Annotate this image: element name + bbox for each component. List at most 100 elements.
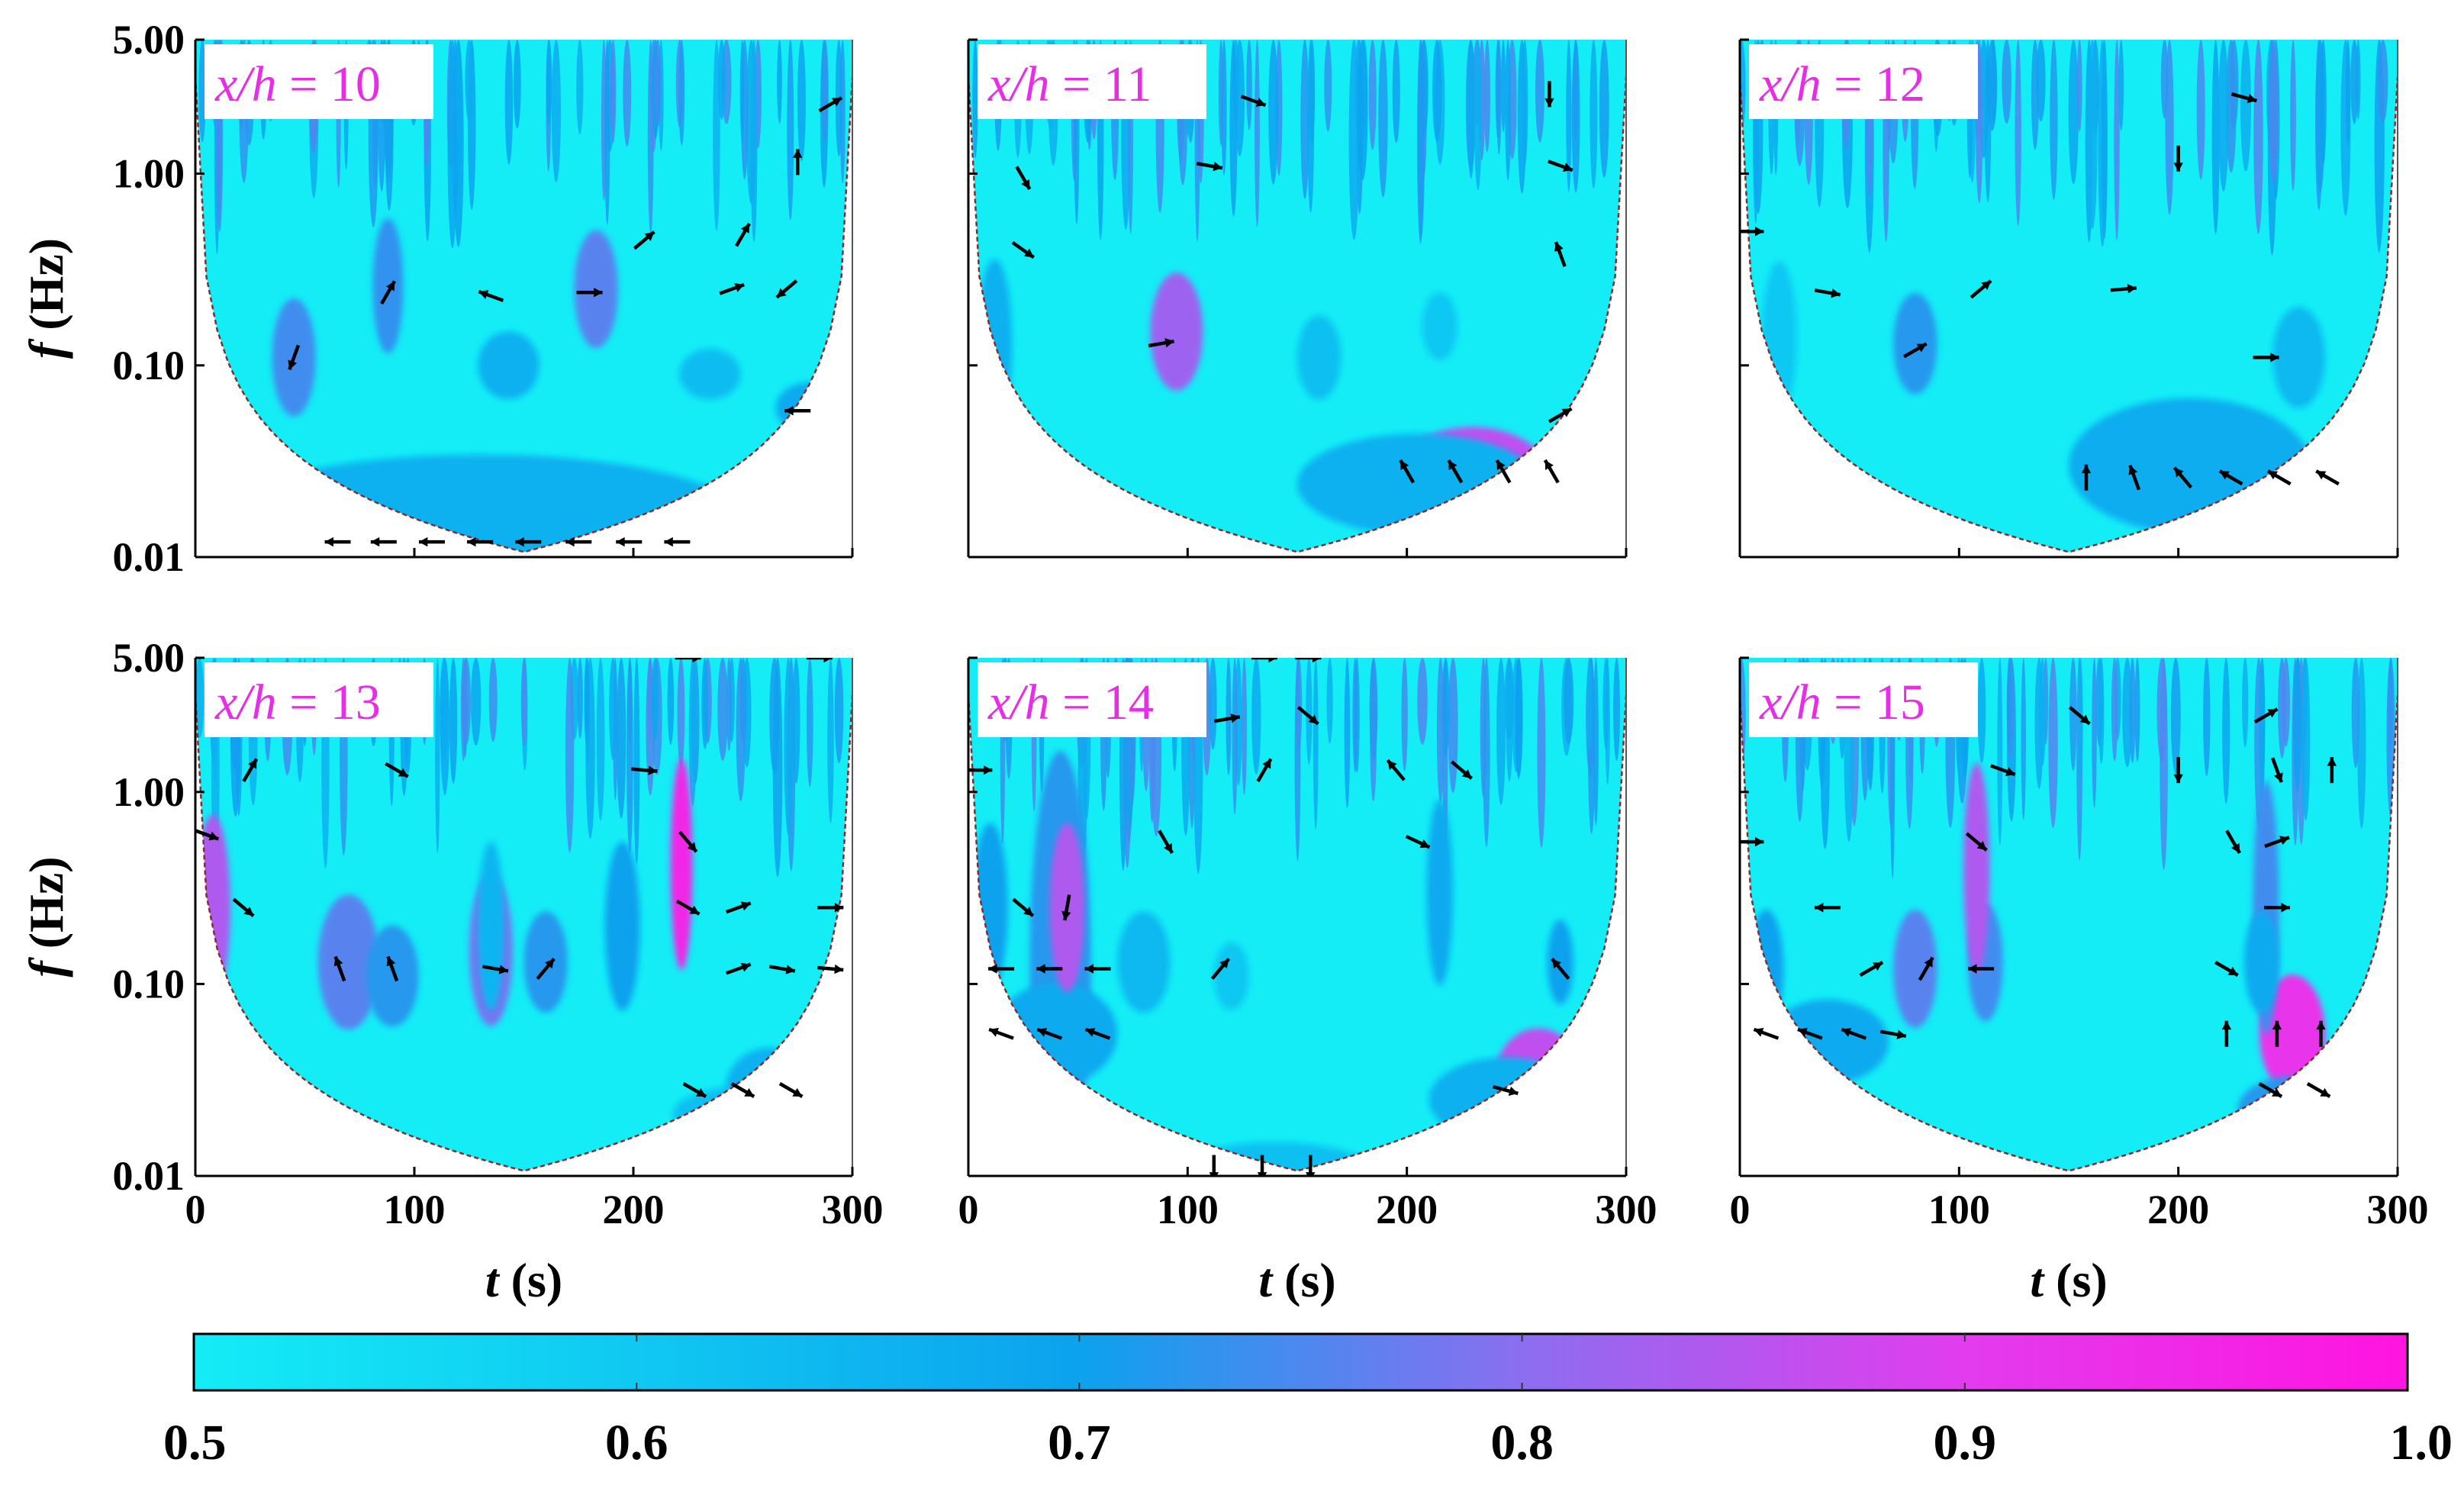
hf-streak: [504, 40, 514, 165]
hf-streak: [2211, 40, 2220, 235]
phase-arrow: [565, 536, 592, 547]
phase-arrow: [2173, 145, 2183, 172]
phase-arrow: [386, 955, 399, 982]
panel-1: 5.00 1.00 0.10 0.01 f (Hz) x/h = 10: [19, 17, 854, 580]
phase-arrow: [385, 762, 409, 778]
hf-streak: [2076, 40, 2082, 132]
hf-streak: [677, 658, 685, 769]
phase-arrow: [418, 536, 445, 547]
phase-arrow: [1405, 834, 1431, 849]
phase-arrow: [1296, 706, 1319, 726]
hf-streak: [198, 40, 206, 143]
phase-arrow: [2214, 961, 2239, 977]
hf-streak: [654, 40, 662, 127]
phase-arrow: [195, 829, 220, 841]
hf-streak: [609, 658, 617, 761]
phase-arrow: [726, 901, 752, 914]
hf-streak: [717, 658, 728, 761]
hf-streak: [1226, 658, 1232, 775]
phase-arrow: [2271, 757, 2283, 783]
panel-tag-var: x/h: [987, 56, 1050, 112]
hf-streak: [797, 40, 806, 162]
phase-arrow: [678, 830, 698, 853]
hf-streak: [1613, 658, 1620, 762]
phase-arrow: [1548, 407, 1573, 424]
hf-streak: [784, 658, 793, 836]
x-axis-var: t: [485, 1253, 501, 1307]
hf-streak: [1242, 658, 1248, 795]
phase-arrow: [1965, 832, 1988, 852]
hf-streak: [1586, 658, 1593, 750]
phase-arrow: [769, 965, 796, 974]
hf-streak: [2048, 658, 2058, 828]
x-axis-label: t (s): [2030, 1253, 2107, 1307]
hf-streak: [2087, 40, 2098, 230]
phase-arrow: [1544, 81, 1554, 108]
hf-streak: [1348, 40, 1360, 240]
phase-arrow: [1061, 894, 1071, 921]
coherence-blob: [679, 349, 741, 400]
x-axis-unit: (s): [2056, 1253, 2108, 1307]
phase-arrow: [1240, 95, 1267, 108]
phase-arrow: [2253, 353, 2279, 362]
hf-streak: [1324, 40, 1332, 132]
hf-streak: [462, 658, 471, 746]
phase-arrow: [242, 758, 259, 783]
panel-tag: x/h = 13: [205, 662, 433, 737]
hf-streak: [2002, 40, 2011, 124]
hf-streak: [513, 40, 521, 129]
phase-arrow: [370, 536, 397, 547]
phase-arrow: [2225, 829, 2241, 855]
phase-arrow: [478, 289, 504, 302]
phase-arrow: [1548, 159, 1573, 172]
hf-streak: [1344, 658, 1351, 808]
coherence-blob: [2243, 911, 2279, 1013]
coherence-blob: [1297, 315, 1342, 400]
panel-tag-var: x/h: [1759, 56, 1821, 112]
phase-arrow: [1990, 764, 2016, 777]
cone-of-influence: [195, 694, 852, 1172]
hf-streak: [551, 40, 561, 182]
y-tick-label: 0.01: [113, 534, 185, 580]
cone-of-influence: [968, 76, 1626, 553]
hf-streak: [651, 658, 659, 739]
hf-streak: [1496, 40, 1502, 155]
panel-tag-label: x/h = 11: [987, 56, 1151, 112]
phase-arrow: [2258, 1082, 2283, 1098]
hf-streak: [1432, 40, 1442, 143]
phase-arrow: [232, 897, 255, 917]
hf-streak: [447, 40, 458, 249]
phase-arrow: [2316, 1020, 2326, 1047]
x-axis-unit: (s): [511, 1253, 563, 1307]
hf-streak: [471, 658, 482, 746]
hf-streak: [440, 658, 450, 796]
phase-arrow: [2173, 757, 2183, 784]
hf-streak: [1990, 40, 1997, 124]
panel-tag: x/h = 15: [1749, 662, 1978, 737]
phase-arrow: [1814, 903, 1841, 913]
panel-tag-box: [1749, 662, 1978, 737]
hf-streak: [577, 658, 583, 739]
panel-2: x/h = 11: [967, 38, 1628, 559]
hf-streak: [972, 40, 978, 159]
hf-streak: [1566, 40, 1572, 192]
hf-streak: [2021, 658, 2026, 820]
coherence-blob: [1117, 911, 1171, 1013]
panel-tag-label: x/h = 14: [987, 675, 1154, 730]
hf-streak: [626, 658, 633, 854]
panel-tag: x/h = 12: [1749, 44, 1978, 119]
panel-5: 0 100 200 300 t (s) x/h = 14: [958, 656, 1657, 1307]
hf-streak: [1496, 658, 1506, 806]
phase-arrow: [778, 1082, 804, 1098]
hf-streak: [1326, 658, 1333, 744]
colorbar-tick-label: 0.6: [605, 1415, 668, 1471]
hf-streak: [1357, 40, 1368, 181]
x-tick-label: 300: [1596, 1187, 1657, 1232]
hf-streak: [2092, 658, 2097, 808]
phase-arrow: [2230, 92, 2257, 104]
hf-streak: [2170, 658, 2181, 775]
hf-streak: [2378, 40, 2388, 124]
hf-streak: [1251, 658, 1261, 775]
phase-arrow: [1903, 342, 1928, 359]
panel-tag-value: = 15: [1834, 675, 1925, 730]
